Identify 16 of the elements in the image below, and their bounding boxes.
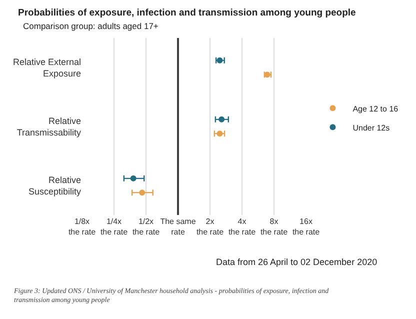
y-tick-label: Relative Transmissability xyxy=(16,116,82,138)
legend-label: Under 12s xyxy=(352,123,390,132)
x-tick-label: 1/4x the rate xyxy=(100,217,128,236)
y-tick-label: Relative Susceptibility xyxy=(28,174,82,196)
chart-subtitle: Comparison group: adults aged 17+ xyxy=(23,21,158,31)
chart-title: Probabilities of exposure, infection and transmission among young people xyxy=(18,7,356,18)
x-tick-label: 8x the rate xyxy=(260,217,288,236)
x-tick-label: 1/8x the rate xyxy=(68,217,96,236)
text: Data from 26 April to 02 December 2020 xyxy=(216,257,378,267)
legend-label: Age 12 to 16 xyxy=(352,104,399,114)
y-tick-label: Relative External Exposure xyxy=(12,56,81,78)
x-tick-label: The same rate xyxy=(160,217,196,236)
x-tick-label: 16x the rate xyxy=(292,217,320,236)
x-tick-label: 4x the rate xyxy=(228,217,256,236)
x-tick-label: 1/2x the rate xyxy=(132,217,160,236)
x-tick-label: 2x the rate xyxy=(196,217,224,236)
